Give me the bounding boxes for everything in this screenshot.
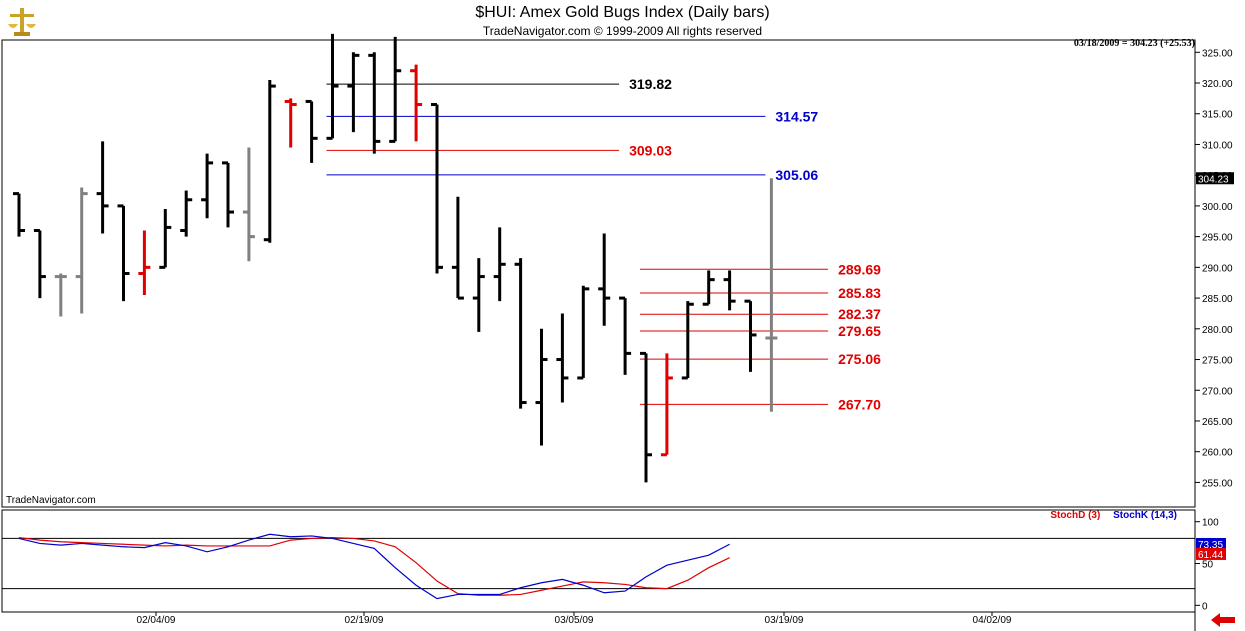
- ohlc-bar: [431, 103, 443, 274]
- level-label: 267.70: [838, 396, 881, 412]
- ohlc-bar: [368, 52, 381, 154]
- ohlc-bar: [598, 233, 611, 326]
- ohlc-bar: [451, 196, 464, 300]
- x-tick-label: 03/19/09: [765, 615, 804, 626]
- ohlc-bar: [472, 258, 485, 332]
- ohlc-bar: [75, 187, 88, 314]
- price-y-tick-label: 255.00: [1202, 478, 1233, 489]
- indicator-legend: StochD (3) StochK (14,3): [1050, 510, 1177, 521]
- last-value-label: 304.23: [1198, 174, 1229, 185]
- stochastic-y-tick-label: 100: [1202, 518, 1219, 529]
- price-y-tick-label: 310.00: [1202, 140, 1233, 151]
- stochk-legend: StochK (14,3): [1113, 510, 1177, 521]
- ohlc-bar: [159, 208, 172, 269]
- price-y-tick-label: 270.00: [1202, 386, 1233, 397]
- ohlc-bar: [305, 99, 318, 163]
- stochastic-value-label: 73.35: [1198, 540, 1223, 551]
- ohlc-bar: [117, 204, 130, 302]
- stochastic-panel-frame: [1, 509, 1196, 613]
- ohlc-bar: [284, 98, 297, 148]
- price-y-tick-label: 325.00: [1202, 48, 1233, 59]
- level-label: 279.65: [838, 323, 881, 339]
- stochastic-series-line: [18, 533, 730, 600]
- ohlc-bar: [619, 296, 632, 375]
- price-y-tick-label: 290.00: [1202, 263, 1233, 274]
- ohlc-bar: [702, 270, 715, 306]
- price-y-tick-label: 280.00: [1202, 325, 1233, 336]
- ohlc-bar: [13, 192, 25, 237]
- watermark: TradeNavigator.com: [6, 495, 96, 506]
- price-y-tick-label: 265.00: [1202, 417, 1233, 428]
- level-label: 319.82: [629, 76, 672, 92]
- chart-title: $HUI: Amex Gold Bugs Index (Daily bars): [475, 4, 770, 21]
- ohlc-bar: [577, 285, 590, 380]
- price-y-tick-label: 315.00: [1202, 110, 1233, 121]
- price-y-tick-label: 295.00: [1202, 233, 1233, 244]
- stochastic-value-badge: [1196, 547, 1226, 560]
- ohlc-bar: [138, 230, 151, 296]
- ohlc-bar: [54, 273, 67, 317]
- price-panel-frame: [1, 39, 1196, 508]
- stochastic-value-badge: [1196, 537, 1226, 550]
- ohlc-bar: [556, 313, 569, 403]
- ohlc-bar: [744, 299, 757, 372]
- ohlc-bar: [514, 258, 527, 409]
- level-label: 282.37: [838, 306, 881, 322]
- ohlc-bar: [326, 33, 339, 140]
- ohlc-bar: [389, 36, 402, 143]
- ohlc-bar: [765, 178, 778, 412]
- last-value-badge: [1196, 172, 1234, 185]
- price-y-tick-label: 320.00: [1202, 79, 1233, 90]
- x-tick-label: 02/19/09: [345, 615, 384, 626]
- ohlc-bar: [493, 227, 506, 302]
- ohlc-bar: [723, 270, 736, 311]
- scroll-left-arrow-icon[interactable]: [1211, 613, 1235, 627]
- stochastic-y-tick-label: 50: [1202, 560, 1214, 571]
- ohlc-bar: [33, 228, 46, 299]
- scale-logo-icon: [8, 8, 36, 36]
- copyright-subtitle: TradeNavigator.com © 1999-2009 All right…: [482, 24, 763, 38]
- ohlc-bar: [96, 141, 109, 234]
- price-y-tick-label: 285.00: [1202, 294, 1233, 305]
- x-tick-label: 02/04/09: [137, 615, 176, 626]
- level-label: 285.83: [838, 285, 881, 301]
- ohlc-bar: [222, 161, 234, 228]
- level-label: 275.06: [838, 351, 881, 367]
- stochastic-value-label: 61.44: [1198, 550, 1223, 561]
- ohlc-bar: [242, 147, 255, 262]
- level-label: 289.69: [838, 261, 881, 277]
- ohlc-bar: [660, 353, 673, 457]
- ohlc-bar: [410, 64, 423, 142]
- stochastic-series-line: [18, 536, 730, 596]
- level-label: 305.06: [775, 167, 818, 183]
- x-tick-label: 04/02/09: [973, 615, 1012, 626]
- price-y-tick-label: 260.00: [1202, 448, 1233, 459]
- level-label: 309.03: [629, 142, 672, 158]
- ohlc-bar: [347, 52, 360, 133]
- last-quote: 03/18/2009 = 304.23 (+25.53): [1073, 38, 1195, 49]
- level-label: 314.57: [775, 108, 818, 124]
- x-tick-label: 03/05/09: [555, 615, 594, 626]
- ohlc-bar: [640, 351, 652, 483]
- price-y-tick-label: 275.00: [1202, 356, 1233, 367]
- stochastic-y-tick-label: 0: [1202, 601, 1208, 612]
- ohlc-bar: [263, 79, 276, 243]
- ohlc-bar: [180, 190, 193, 237]
- ohlc-bar: [681, 301, 694, 380]
- stochd-legend: StochD (3): [1050, 510, 1101, 521]
- ohlc-bar: [535, 328, 548, 446]
- price-y-tick-label: 300.00: [1202, 202, 1233, 213]
- ohlc-bar: [201, 153, 214, 219]
